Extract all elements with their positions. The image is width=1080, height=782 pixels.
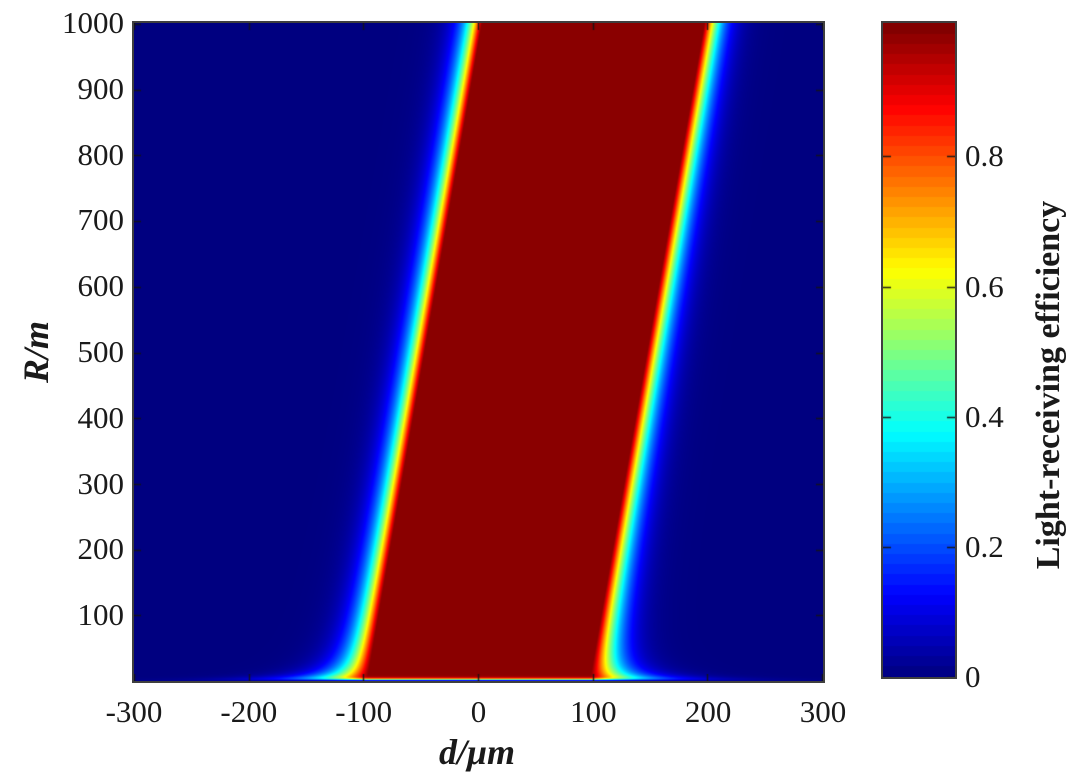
- colorbar-title: Light-receiving efficiency: [1030, 200, 1067, 570]
- y-tick-label: 1000: [62, 5, 124, 40]
- colorbar-tick-label: 0.4: [965, 398, 1004, 434]
- x-tick-label: 100: [570, 694, 617, 729]
- y-tick-label: 200: [77, 531, 125, 567]
- x-tick-label: 200: [684, 694, 732, 729]
- y-tick-label: 700: [77, 202, 125, 238]
- y-tick-label: 300: [77, 465, 125, 501]
- colorbar-tick-label: 0.8: [965, 138, 1004, 174]
- colorbar-tick-label: 0: [965, 659, 981, 694]
- x-tick-label: -300: [105, 694, 163, 729]
- y-tick-label: 400: [77, 399, 125, 435]
- x-axis-title: d/μm: [438, 732, 516, 772]
- x-tick-label: 300: [799, 694, 847, 729]
- y-axis-title: R/m: [16, 320, 56, 384]
- y-tick-label: 100: [77, 597, 125, 633]
- y-tick-label: 800: [77, 136, 125, 172]
- x-tick-label: -200: [220, 694, 278, 729]
- y-tick-label: 600: [77, 268, 125, 304]
- x-tick-label: 0: [470, 694, 487, 729]
- y-tick-label: 900: [77, 70, 125, 106]
- x-tick-label: -100: [335, 694, 393, 729]
- y-tick-label: 500: [77, 334, 125, 369]
- colorbar-tick-label: 0.2: [965, 528, 1004, 564]
- heatmap-canvas: [132, 21, 825, 683]
- colorbar-canvas: [881, 21, 957, 679]
- colorbar-tick-label: 0.6: [965, 268, 1004, 304]
